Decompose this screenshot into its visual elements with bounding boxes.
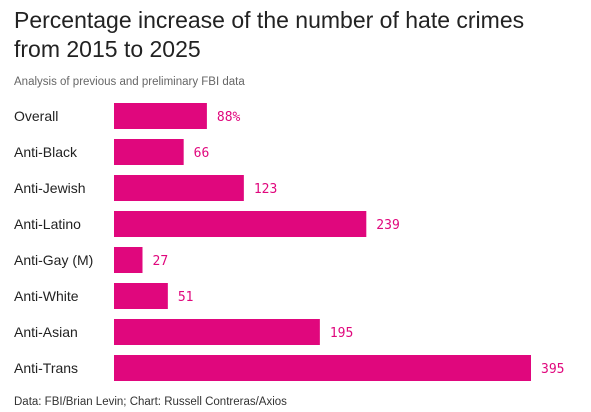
value-label-overall: 88% — [217, 110, 241, 125]
value-label-anti-trans: 395 — [541, 362, 564, 377]
value-label-anti-asian: 195 — [330, 326, 353, 341]
category-label-anti-trans: Anti-Trans — [14, 360, 78, 376]
category-label-anti-white: Anti-White — [14, 288, 79, 304]
bar-anti-trans — [114, 355, 531, 381]
value-label-anti-white: 51 — [178, 290, 194, 305]
bar-anti-gay-m — [114, 247, 143, 273]
bar-anti-white — [114, 283, 168, 309]
category-label-anti-gay-m: Anti-Gay (M) — [14, 252, 93, 268]
bar-overall — [114, 103, 207, 129]
category-label-anti-black: Anti-Black — [14, 144, 78, 160]
bar-anti-latino — [114, 211, 367, 237]
bar-anti-jewish — [114, 175, 244, 201]
category-label-overall: Overall — [14, 108, 58, 124]
bar-anti-asian — [114, 319, 320, 345]
chart-source: Data: FBI/Brian Levin; Chart: Russell Co… — [14, 396, 287, 408]
value-label-anti-gay-m: 27 — [153, 254, 169, 269]
category-label-anti-latino: Anti-Latino — [14, 216, 81, 232]
bar-chart: Overall 88% Anti-Black 66 Anti-Jewish 123 Anti… — [14, 103, 564, 381]
chart-title: Percentage increase of the number of hat… — [14, 7, 525, 62]
category-label-anti-asian: Anti-Asian — [14, 324, 78, 340]
chart-subtitle: Analysis of previous and preliminary FBI… — [14, 76, 245, 88]
value-label-anti-latino: 239 — [376, 218, 399, 233]
bar-anti-black — [114, 139, 184, 165]
category-label-anti-jewish: Anti-Jewish — [14, 180, 86, 196]
value-label-anti-jewish: 123 — [254, 182, 277, 197]
value-label-anti-black: 66 — [194, 146, 210, 161]
